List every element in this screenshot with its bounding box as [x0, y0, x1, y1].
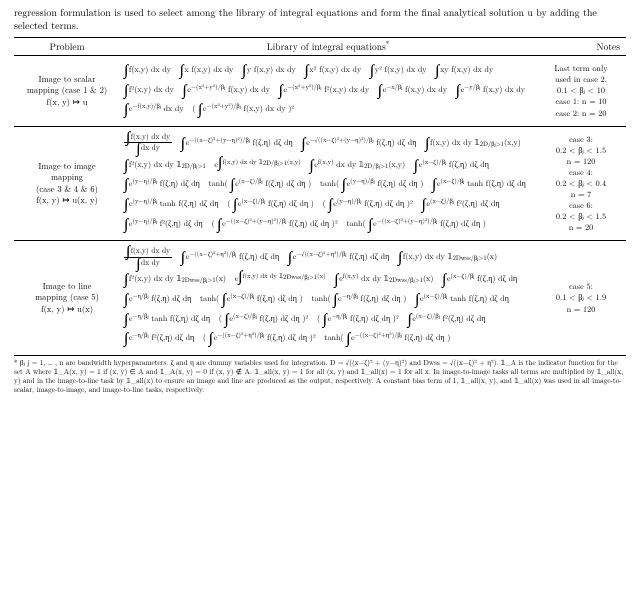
integral-equation: tanh( ∫∫ e(y−η)/βⱼ f(ζ,η) dζ dη )	[320, 175, 423, 192]
integral-equation: ∫∫ e−y/βⱼ f(x,y) dx dy	[456, 81, 525, 98]
integral-equation: tanh( ∫∫ e(x−ζ)/βⱼ f(ζ,η) dζ dη )	[209, 175, 312, 192]
integral-equation: ( ∫∫ e(x−ζ)/βⱼ f(ζ,η) dζ dη )²	[219, 310, 309, 327]
integral-equation: ∫∫ e−f(x,y)/βⱼ dx dy	[124, 100, 184, 117]
integral-equation: ∫∫ xy f(x,y) dx dy	[435, 62, 493, 78]
library-table: Problem Library of integral equations* N…	[14, 37, 626, 356]
table-row: Image to imagemapping(case 3 & 4 & 6)f(x…	[14, 126, 626, 240]
library-cell: ∫∫ f(x,y) dx dy∫∫ dx dy ∫∫ e−((x−ζ)²+(y−…	[120, 126, 536, 240]
integral-equation: ∫∫ y² f(x,y) dx dy	[370, 62, 427, 78]
integral-equation: e∫∫ f(x,y) dx dy 𝟙2D/βⱼ>1(x,y)	[214, 156, 300, 173]
integral-equation: tanh( ∫∫ e(x−ζ)/βⱼ f(ζ,η) dζ dη )	[200, 290, 303, 307]
table-row: Image to linemapping (case 5)f(x, y) ↦ u…	[14, 241, 626, 355]
integral-equation: ∫∫ e(y−η)/βⱼ f(ζ,η) dζ dη	[124, 175, 200, 192]
integral-equation: ∫∫ e−(x²+y²)/βⱼ f²(x,y) dx dy	[279, 81, 369, 98]
integral-equation: ( ∫∫ e−((x−ζ)²+η²)/βⱼ f(ζ,η) dζ dη )²	[203, 329, 316, 346]
integral-equation: ∫∫ f(x,y) dx dy 𝟙2D/βⱼ>1(x,y)	[425, 135, 521, 151]
integral-equation: ∫∫ x² f(x,y) dx dy	[305, 62, 362, 78]
integral-equation: ∫∫ e−((x−ζ)²+(y−η)²)/βⱼ f(ζ,η) dζ dη	[181, 134, 293, 151]
page: regression formulation is used to select…	[0, 0, 640, 403]
integral-equation: ∫∫ ef(x,y) dx dy 𝟙2D/βⱼ>1(x,y)	[309, 156, 405, 173]
integral-equation: tanh( ∫∫ e−η/βⱼ f(ζ,η) dζ dη )	[311, 290, 406, 307]
notes-cell: case 5:0.1 < βⱼ < 1.9n = 120	[536, 241, 626, 355]
integral-equation: ∫∫ y f(x,y) dx dy	[242, 62, 296, 78]
integral-equation: ∫∫ e−((x−ζ)²+η²)/βⱼ f(ζ,η) dζ dη	[181, 248, 279, 265]
problem-cell: Image to imagemapping(case 3 & 4 & 6)f(x…	[14, 126, 120, 240]
integral-equation: ( ∫∫ e−((x−ζ)²+(y−η)²)/βⱼ f(ζ,η) dζ dη )…	[211, 215, 337, 232]
integral-equation: ( ∫∫ e−η/βⱼ f(ζ,η) dζ dη )²	[317, 310, 399, 327]
integral-equation: ∫∫ f²(x,y) dx dy	[124, 82, 174, 98]
integral-equation: ∫∫ f(x,y) dx dy∫∫ dx dy	[124, 133, 172, 153]
library-cell: ∫∫ f(x,y) dx dy∫∫ dx dy ∫∫ e−((x−ζ)²+η²)…	[120, 241, 536, 355]
integral-equation: ∫∫ e−η/βⱼ f(ζ,η) dζ dη	[124, 290, 191, 307]
integral-equation: ∫∫ e(x−ζ)/βⱼ tanh f(ζ,η) dζ dη	[432, 175, 526, 192]
integral-equation: ∫∫ e−η/βⱼ tanh f(ζ,η) dζ dη	[124, 310, 210, 327]
integral-equation: ∫∫ e−η/βⱼ f²(ζ,η) dζ dη	[124, 329, 194, 346]
notes-cell: Last term onlyused in case 2.0.1 < βⱼ < …	[536, 56, 626, 127]
integral-equation: ∫∫ x f(x,y) dx dy	[180, 62, 234, 78]
integral-equation: ∫∫ e(y−η)/βⱼ tanh f(ζ,η) dζ dη	[124, 195, 219, 212]
integral-equation: ∫∫ e(x−ζ)/βⱼ f²(ζ,η) dζ dη	[407, 310, 485, 327]
col-header-library-text: Library of integral equations	[267, 39, 386, 53]
library-cell: ∫∫ f(x,y) dx dy ∫∫ x f(x,y) dx dy ∫∫ y f…	[120, 56, 536, 127]
integral-equation: tanh( ∫∫ e−((x−ζ)²+η²)/βⱼ f(ζ,η) dζ dη )	[324, 329, 450, 346]
problem-cell: Image to scalarmapping (case 1 & 2)f(x, …	[14, 56, 120, 127]
integral-equation: ∫∫ f(x,y) dx dy	[124, 62, 171, 78]
integral-equation: ∫∫ e−x/βⱼ f(x,y) dx dy	[378, 81, 447, 98]
integral-equation: e∫∫ f(x,y) dx dy 𝟙2Dwss/βⱼ>1(x)	[235, 270, 326, 287]
notes-cell: case 3:0.2 < βⱼ < 1.5n = 120case 4:0.2 <…	[536, 126, 626, 240]
integral-equation: ∫∫ f(x,y) dx dy∫∫ dx dy	[124, 247, 172, 267]
integral-equation: ( ∫∫ e(y−η)/βⱼ f(ζ,η) dζ dη )²	[323, 195, 413, 212]
integral-equation: ∫∫ f²(x,y) dx dy 𝟙2D/βⱼ>1	[124, 157, 206, 173]
integral-equation: ∫∫ e(x−ζ)/βⱼ tanh f(ζ,η) dζ dη	[415, 290, 509, 307]
col-header-problem: Problem	[14, 38, 120, 56]
col-header-library-star: *	[386, 39, 390, 49]
table-body: Image to scalarmapping (case 1 & 2)f(x, …	[14, 56, 626, 356]
problem-cell: Image to linemapping (case 5)f(x, y) ↦ u…	[14, 241, 120, 355]
integral-equation: ∫∫ e(x−ζ)/βⱼ f(ζ,η) dζ dη	[414, 156, 489, 173]
col-header-notes: Notes	[536, 38, 626, 56]
integral-equation: ∫∫ ef(x,y) dx dy 𝟙2Dwss/βⱼ>1(x)	[334, 270, 433, 287]
integral-equation: ∫∫ f(x,y) dx dy 𝟙2Dwss/βⱼ>1(x)	[398, 249, 497, 265]
table-row: Image to scalarmapping (case 1 & 2)f(x, …	[14, 56, 626, 127]
integral-equation: tanh( ∫∫ e−((x−ζ)²+(y−η)²)/βⱼ f(ζ,η) dζ …	[346, 215, 486, 232]
integral-equation: ∫∫ e(x−ζ)/βⱼ f²(ζ,η) dζ dη	[422, 195, 500, 212]
integral-equation: ∫∫ e−√((x−ζ)²+(y−η)²)/βⱼ f(ζ,η) dζ dη	[301, 134, 416, 151]
table-footnote: * βⱼ j = 1, … , n are bandwidth hyperpar…	[14, 359, 626, 395]
col-header-library: Library of integral equations*	[120, 38, 536, 56]
integral-equation: ∫∫ f²(x,y) dx dy 𝟙2Dwss/βⱼ>1(x)	[124, 271, 226, 287]
integral-equation: ∫∫ e−(x²+y²)/βⱼ f(x,y) dx dy	[182, 81, 270, 98]
intro-paragraph: regression formulation is used to select…	[14, 6, 626, 31]
integral-equation: ( ∫∫ e(x−ζ)/βⱼ f(ζ,η) dζ dη )	[227, 195, 314, 212]
footnote-text: βⱼ j = 1, … , n are bandwidth hyperparam…	[14, 358, 623, 395]
integral-equation: ( ∫∫ e−(x²+y²)/βⱼ f(x,y) dx dy )²	[192, 100, 294, 117]
integral-equation: ∫∫ e−√((x−ζ)²+η²)/βⱼ f(ζ,η) dζ dη	[288, 248, 389, 265]
integral-equation: ∫∫ e(x−ζ)/βⱼ f(ζ,η) dζ dη	[442, 270, 517, 287]
integral-equation: ∫∫ e(y−η)/βⱼ f²(ζ,η) dζ dη	[124, 215, 203, 232]
